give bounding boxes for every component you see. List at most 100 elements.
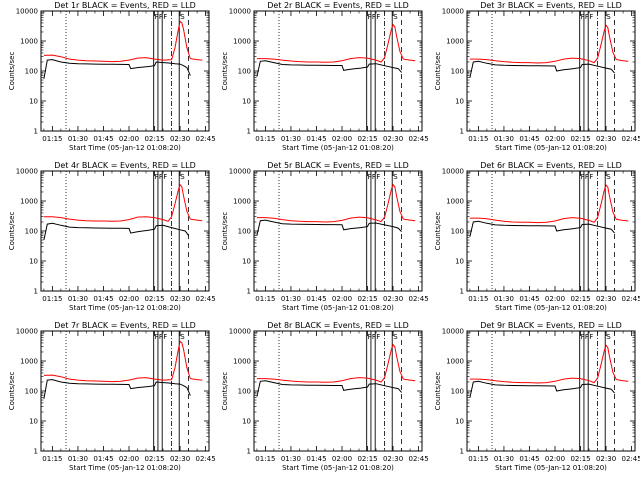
x-tick-label: 01:45 xyxy=(93,455,113,463)
y-tick-label: 10000 xyxy=(229,328,251,336)
panel-title: Det 4r BLACK = Events, RED = LLD xyxy=(54,161,196,170)
y-tick-label: 10000 xyxy=(442,328,464,336)
x-tick-label: 02:45 xyxy=(622,135,640,143)
x-tick-label: 01:15 xyxy=(42,135,62,143)
flag-label: F xyxy=(155,173,159,181)
flag-label: F xyxy=(585,13,589,21)
panel-title: Det 2r BLACK = Events, RED = LLD xyxy=(267,1,409,10)
flag-label: F xyxy=(163,333,167,341)
x-tick-label: 02:15 xyxy=(144,455,164,463)
y-tick-label: 10 xyxy=(242,98,251,106)
detector-panel-4: Det 4r BLACK = Events, RED = LLD 1 10 100 10… xyxy=(8,161,216,312)
y-tick-label: 1 xyxy=(460,448,464,456)
x-tick-label: 02:45 xyxy=(622,295,640,303)
x-tick-label: 02:30 xyxy=(170,135,190,143)
lld-series-line xyxy=(256,23,416,63)
flag-label: S xyxy=(393,333,398,341)
y-tick-label: 1000 xyxy=(446,358,464,366)
events-series-line xyxy=(469,60,615,78)
events-series-line xyxy=(469,220,615,237)
y-axis-label: Counts/sec xyxy=(221,212,229,251)
panel-title: Det 9r BLACK = Events, RED = LLD xyxy=(480,321,622,330)
x-tick-label: 01:30 xyxy=(281,135,301,143)
y-tick-label: 100 xyxy=(25,68,38,76)
flag-label: S xyxy=(606,333,611,341)
panel-title: Det 5r BLACK = Events, RED = LLD xyxy=(267,161,409,170)
y-tick-label: 100 xyxy=(25,388,38,396)
lld-series-line xyxy=(43,20,203,63)
y-tick-label: 1 xyxy=(460,128,464,136)
x-tick-label: 02:00 xyxy=(119,455,139,463)
lld-series-line xyxy=(256,343,416,383)
x-axis-label: Start Time (05-Jan-12 01:08:20) xyxy=(282,464,394,472)
y-axis-label: Counts/sec xyxy=(434,52,442,91)
detector-panel-1: Det 1r BLACK = Events, RED = LLD 1 10 100 10… xyxy=(8,1,216,152)
x-tick-label: 02:00 xyxy=(332,135,352,143)
events-series-line xyxy=(256,60,402,77)
panel-title: Det 7r BLACK = Events, RED = LLD xyxy=(54,321,196,330)
y-tick-label: 100 xyxy=(451,68,464,76)
x-tick-label: 02:15 xyxy=(357,135,377,143)
x-tick-label: 01:45 xyxy=(93,135,113,143)
flag-label: S xyxy=(606,173,611,181)
x-tick-label: 02:00 xyxy=(545,295,565,303)
x-tick-label: 01:15 xyxy=(42,295,62,303)
flag-label: F xyxy=(163,173,167,181)
flag-label: F xyxy=(159,173,163,181)
y-tick-label: 100 xyxy=(238,228,251,236)
x-tick-label: 02:15 xyxy=(570,135,590,143)
x-tick-label: 01:30 xyxy=(494,135,514,143)
y-tick-label: 10000 xyxy=(229,168,251,176)
x-axis-label: Start Time (05-Jan-12 01:08:20) xyxy=(69,144,181,152)
x-axis-label: Start Time (05-Jan-12 01:08:20) xyxy=(282,144,394,152)
y-tick-label: 10000 xyxy=(16,8,38,16)
x-tick-label: 01:45 xyxy=(306,295,326,303)
x-tick-label: 01:30 xyxy=(281,455,301,463)
flag-label: F xyxy=(589,333,593,341)
y-axis-label: Counts/sec xyxy=(434,212,442,251)
x-tick-label: 02:30 xyxy=(383,295,403,303)
flag-label: F xyxy=(155,13,159,21)
y-tick-label: 1000 xyxy=(20,38,38,46)
flag-label: F xyxy=(163,13,167,21)
x-tick-label: 02:00 xyxy=(119,295,139,303)
x-tick-label: 02:15 xyxy=(144,135,164,143)
x-tick-label: 01:45 xyxy=(519,135,539,143)
y-axis-label: Counts/sec xyxy=(434,372,442,411)
flag-label: F xyxy=(159,333,163,341)
flag-label: S xyxy=(606,13,611,21)
x-tick-label: 02:30 xyxy=(383,455,403,463)
x-tick-label: 02:15 xyxy=(570,455,590,463)
x-tick-label: 02:15 xyxy=(357,455,377,463)
x-axis-label: Start Time (05-Jan-12 01:08:20) xyxy=(495,304,607,312)
lld-series-line xyxy=(469,344,629,384)
x-tick-label: 02:00 xyxy=(545,455,565,463)
x-tick-label: 01:15 xyxy=(468,455,488,463)
y-tick-label: 10 xyxy=(29,98,38,106)
x-tick-label: 02:15 xyxy=(357,295,377,303)
y-tick-label: 1 xyxy=(247,288,251,296)
y-tick-label: 1000 xyxy=(20,358,38,366)
x-tick-label: 01:15 xyxy=(468,295,488,303)
x-tick-label: 01:45 xyxy=(519,295,539,303)
panel-title: Det 8r BLACK = Events, RED = LLD xyxy=(267,321,409,330)
x-tick-label: 02:15 xyxy=(144,295,164,303)
x-tick-label: 02:30 xyxy=(383,135,403,143)
flag-label: F xyxy=(581,173,585,181)
flag-label: S xyxy=(393,13,398,21)
x-tick-label: 01:45 xyxy=(519,455,539,463)
flag-label: F xyxy=(372,333,376,341)
y-tick-label: 1000 xyxy=(20,198,38,206)
panel-title: Det 1r BLACK = Events, RED = LLD xyxy=(54,1,196,10)
y-tick-label: 1000 xyxy=(233,38,251,46)
flag-label: F xyxy=(368,13,372,21)
y-tick-label: 100 xyxy=(238,68,251,76)
x-tick-label: 02:30 xyxy=(170,295,190,303)
events-series-line xyxy=(43,59,191,79)
y-tick-label: 10000 xyxy=(442,8,464,16)
x-tick-label: 02:00 xyxy=(332,455,352,463)
y-tick-label: 100 xyxy=(451,388,464,396)
x-tick-label: 02:00 xyxy=(545,135,565,143)
y-tick-label: 10 xyxy=(29,418,38,426)
y-tick-label: 10 xyxy=(455,258,464,266)
